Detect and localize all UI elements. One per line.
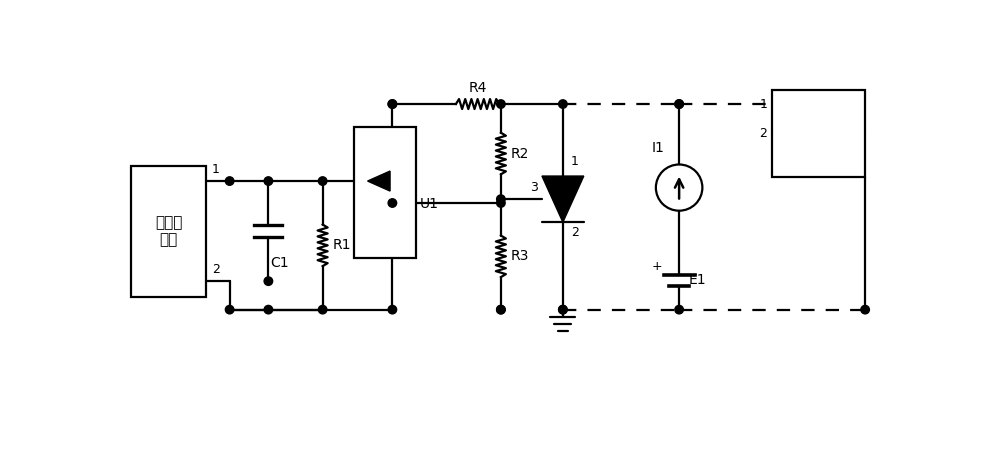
- Text: R4: R4: [468, 81, 487, 95]
- Circle shape: [675, 100, 683, 108]
- Text: 2: 2: [377, 131, 385, 144]
- Text: M5连
接器: M5连 接器: [801, 114, 836, 153]
- Text: 1: 1: [212, 162, 220, 176]
- Circle shape: [559, 306, 567, 314]
- Circle shape: [497, 306, 505, 314]
- Circle shape: [225, 177, 234, 185]
- Circle shape: [225, 306, 234, 314]
- Circle shape: [559, 100, 567, 108]
- Circle shape: [497, 100, 505, 108]
- Polygon shape: [368, 171, 390, 191]
- Text: E1: E1: [688, 274, 706, 288]
- Text: 2: 2: [571, 226, 578, 239]
- FancyBboxPatch shape: [772, 90, 865, 177]
- Text: 2: 2: [212, 263, 220, 276]
- Circle shape: [388, 100, 397, 108]
- Circle shape: [861, 306, 869, 314]
- Circle shape: [675, 306, 683, 314]
- FancyBboxPatch shape: [131, 166, 206, 297]
- Text: R3: R3: [511, 249, 529, 263]
- Text: 3: 3: [530, 181, 538, 194]
- Text: R1: R1: [333, 238, 351, 252]
- Circle shape: [497, 199, 505, 207]
- Circle shape: [497, 195, 505, 203]
- Circle shape: [264, 177, 273, 185]
- Circle shape: [388, 306, 397, 314]
- Text: 压电传
感器: 压电传 感器: [155, 215, 182, 248]
- Text: I1: I1: [652, 141, 665, 155]
- Circle shape: [559, 306, 567, 314]
- Circle shape: [264, 306, 273, 314]
- FancyBboxPatch shape: [354, 127, 416, 258]
- Text: C1: C1: [270, 256, 289, 270]
- Text: 1: 1: [571, 155, 578, 168]
- Circle shape: [318, 177, 327, 185]
- Text: R2: R2: [511, 147, 529, 161]
- Polygon shape: [542, 176, 584, 222]
- Circle shape: [497, 306, 505, 314]
- Text: +: +: [651, 260, 662, 273]
- Circle shape: [264, 277, 273, 285]
- Circle shape: [675, 100, 683, 108]
- Text: 1: 1: [760, 98, 767, 111]
- Circle shape: [318, 306, 327, 314]
- Text: 2: 2: [760, 127, 767, 140]
- Circle shape: [388, 199, 397, 207]
- Text: 3: 3: [395, 239, 403, 252]
- Circle shape: [388, 100, 397, 108]
- Text: U1: U1: [420, 197, 438, 211]
- Text: 1: 1: [358, 163, 365, 176]
